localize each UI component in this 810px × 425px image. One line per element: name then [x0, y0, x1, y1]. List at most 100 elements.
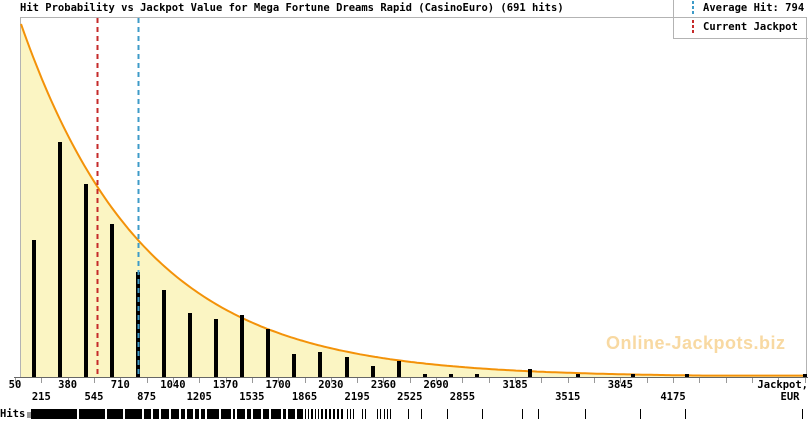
- x-axis-tick: [436, 378, 437, 383]
- x-axis-label: 2030: [318, 379, 344, 391]
- probability-curve: [20, 23, 807, 377]
- hits-rug-mark: [640, 409, 641, 419]
- histogram-bar: [803, 374, 807, 377]
- x-axis-tick: [462, 378, 463, 383]
- hits-rug-mark: [408, 409, 409, 419]
- hits-rug-mark: [195, 409, 199, 419]
- x-axis-tick: [94, 378, 95, 383]
- legend: Average Hit: 794 Current Jackpot: [673, 0, 808, 39]
- x-axis-tick: [778, 378, 779, 383]
- x-axis-tick: [331, 378, 332, 383]
- x-axis-label: 215: [31, 391, 51, 403]
- histogram-bar: [528, 369, 532, 377]
- x-axis-tick: [647, 378, 648, 383]
- histogram-bar: [631, 374, 635, 377]
- histogram-bar: [266, 329, 270, 377]
- probability-area-fill: [21, 24, 807, 377]
- x-axis-label: 1535: [239, 391, 265, 403]
- histogram-bar: [576, 374, 580, 377]
- hits-rug-mark: [181, 409, 185, 419]
- hits-rug-mark: [271, 409, 281, 419]
- average-hit-dash-icon: [692, 1, 694, 14]
- histogram-bar: [292, 354, 296, 377]
- hits-rug-mark: [685, 409, 686, 419]
- hits-rug-mark: [380, 409, 381, 419]
- x-axis-tick: [489, 378, 490, 383]
- x-axis-label: 3185: [502, 379, 528, 391]
- hits-rug-mark: [384, 409, 385, 419]
- x-axis-tick: [357, 378, 358, 383]
- x-axis-tick: [41, 378, 42, 383]
- histogram-bar: [188, 313, 192, 377]
- x-axis-label: 545: [84, 391, 104, 403]
- histogram-bar: [240, 315, 244, 377]
- x-axis-tick: [620, 378, 621, 383]
- hits-rug-mark: [221, 409, 231, 419]
- hits-rug-mark: [233, 409, 235, 419]
- watermark: Online-Jackpots.biz: [606, 333, 786, 353]
- hits-rug-mark: [237, 409, 245, 419]
- histogram-bar: [371, 366, 375, 377]
- x-axis-label: 1700: [265, 379, 291, 391]
- legend-label-current-jackpot: Current Jackpot: [703, 20, 798, 33]
- x-axis-tick: [752, 378, 753, 383]
- hits-rug-mark: [125, 409, 142, 419]
- x-axis-tick: [147, 378, 148, 383]
- histogram-bar: [110, 224, 114, 377]
- x-axis-tick: [410, 378, 411, 383]
- hits-rug-mark: [247, 409, 251, 419]
- x-axis-label: 1205: [186, 391, 212, 403]
- hits-rug-mark: [341, 409, 343, 419]
- plot-area-frame: [20, 17, 807, 377]
- x-axis-tick: [173, 378, 174, 383]
- histogram-bar: [84, 184, 88, 377]
- histogram-bar: [685, 374, 689, 377]
- x-axis-label: 1040: [160, 379, 186, 391]
- x-axis-label: 3845: [607, 379, 634, 391]
- hits-rug-mark: [305, 409, 306, 419]
- hits-rug-mark: [79, 409, 105, 419]
- x-axis-tick: [278, 378, 279, 383]
- x-axis-label: 1865: [291, 391, 318, 403]
- hits-rug-mark: [585, 409, 586, 419]
- hits-rug-mark: [263, 409, 269, 419]
- hits-rug-mark: [482, 409, 483, 419]
- hits-rug-mark: [311, 409, 313, 419]
- hits-rug-mark: [522, 409, 523, 419]
- hits-strip-label: Hits: [0, 408, 26, 420]
- hits-rug-mark: [350, 409, 351, 419]
- hits-rug-mark: [31, 409, 77, 419]
- hits-rug-mark: [353, 409, 354, 419]
- x-axis-tick: [68, 378, 69, 383]
- hits-axis-stub: [27, 412, 31, 418]
- hits-rug-mark: [318, 409, 319, 419]
- legend-label-average-hit: Average Hit: 794: [703, 1, 805, 14]
- hits-rug-mark: [538, 409, 539, 419]
- x-axis-label: 380: [58, 379, 78, 391]
- hits-rug-mark: [207, 409, 219, 419]
- histogram-bar: [449, 374, 453, 377]
- x-axis-tick: [383, 378, 384, 383]
- x-axis-label: 2690: [423, 379, 449, 391]
- current-jackpot-dash-icon: [692, 20, 694, 33]
- histogram-bar: [475, 374, 479, 377]
- legend-item-current-jackpot: Current Jackpot: [674, 20, 808, 33]
- hits-rug-mark: [337, 409, 339, 419]
- x-axis-label: 2360: [370, 379, 397, 391]
- x-axis-tick: [305, 378, 306, 383]
- hits-rug-mark: [253, 409, 261, 419]
- x-axis-label: 2525: [397, 391, 423, 403]
- hits-rug-mark: [421, 409, 422, 419]
- histogram-bar: [32, 240, 36, 377]
- hits-rug-mark: [347, 409, 348, 419]
- hits-rug-mark: [325, 409, 327, 419]
- hits-rug-mark: [802, 409, 803, 419]
- hits-rug-mark: [377, 409, 378, 419]
- hits-rug-mark: [107, 409, 123, 419]
- x-axis-label: 2195: [344, 391, 370, 403]
- x-axis-tick: [673, 378, 674, 383]
- x-axis-tick: [805, 378, 806, 383]
- x-axis-label: 3515: [555, 391, 581, 403]
- x-axis-tick: [252, 378, 253, 383]
